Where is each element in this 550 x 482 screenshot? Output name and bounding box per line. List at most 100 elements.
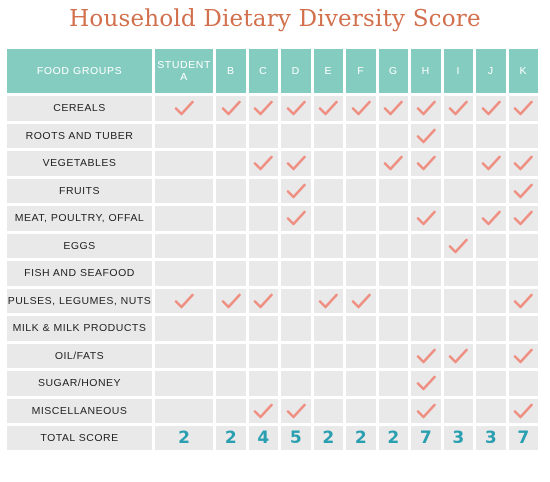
table-cell [281,316,311,341]
table-cell [443,371,473,396]
table-cell [216,96,246,121]
check-mark-icon [481,210,501,226]
food-group-label: PULSES, LEGUMES, NUTS [7,288,152,313]
table-cell [346,343,376,368]
table-cell [248,233,278,258]
table-cell [346,261,376,286]
check-mark-icon [448,238,469,254]
table-cell [508,288,538,313]
check-mark-icon [513,210,534,226]
table-cell [476,96,506,121]
table-cell [313,371,343,396]
table-cell [378,261,408,286]
table-cell [346,398,376,423]
table-cell [248,288,278,313]
food-group-label: VEGETABLES [7,151,152,176]
table-cell [216,288,246,313]
table-cell [378,233,408,258]
table-cell [476,288,506,313]
table-cell [346,123,376,148]
header-student-11: K [508,49,538,93]
table-cell [281,371,311,396]
check-mark-icon [253,155,274,171]
header-student-2: B [216,49,246,93]
table-cell [248,343,278,368]
table-cell [248,316,278,341]
table-cell [346,178,376,203]
table-cell [216,206,246,231]
table-cell [155,316,213,341]
table-cell [411,398,441,423]
check-mark-icon [253,293,274,309]
header-student-3: C [248,49,278,93]
table-cell [443,343,473,368]
table-cell [313,233,343,258]
table-cell [155,178,213,203]
table-cell [411,316,441,341]
header-student-4: D [281,49,311,93]
table-cell [216,343,246,368]
check-mark-icon [513,348,534,364]
check-mark-icon [416,100,436,116]
table-cell [313,261,343,286]
total-score-value: 2 [216,426,246,450]
check-mark-icon [513,293,534,309]
table-cell [476,343,506,368]
table-cell [313,288,343,313]
total-score-value: 3 [443,426,473,450]
table-cell [378,398,408,423]
table-cell [248,206,278,231]
total-score-value: 2 [313,426,343,450]
table-cell [281,151,311,176]
table-cell [216,398,246,423]
table-cell [443,123,473,148]
header-student-6: F [346,49,376,93]
check-mark-icon [286,183,306,199]
table-cell [411,371,441,396]
table-cell [411,123,441,148]
table-cell [216,371,246,396]
total-score-value: 7 [411,426,441,450]
table-cell [313,123,343,148]
table-cell [248,96,278,121]
check-mark-icon [383,155,404,171]
total-score-label: TOTAL SCORE [7,426,152,450]
table-cell [346,316,376,341]
table-cell [476,206,506,231]
table-cell [281,261,311,286]
table-cell [508,398,538,423]
header-student-7: G [378,49,408,93]
table-cell [155,151,213,176]
check-mark-icon [253,403,274,419]
table-cell [281,343,311,368]
check-mark-icon [221,293,241,309]
check-mark-icon [174,293,194,309]
table-cell [346,96,376,121]
check-mark-icon [286,403,306,419]
table-cell [346,151,376,176]
table-cell [281,398,311,423]
table-cell [411,343,441,368]
table-cell [443,206,473,231]
check-mark-icon [513,183,534,199]
table-cell [216,233,246,258]
table-cell [411,96,441,121]
check-mark-icon [416,348,436,364]
table-cell [155,233,213,258]
table-cell [216,123,246,148]
table-cell [313,398,343,423]
check-mark-icon [174,100,194,116]
table-cell [378,178,408,203]
table-cell [155,288,213,313]
table-cell [378,123,408,148]
check-mark-icon [481,100,501,116]
table-cell [216,316,246,341]
table-cell [248,123,278,148]
header-student-8: H [411,49,441,93]
table-cell [443,178,473,203]
check-mark-icon [416,210,436,226]
total-score-value: 2 [155,426,213,450]
table-cell [281,178,311,203]
total-score-value: 3 [476,426,506,450]
